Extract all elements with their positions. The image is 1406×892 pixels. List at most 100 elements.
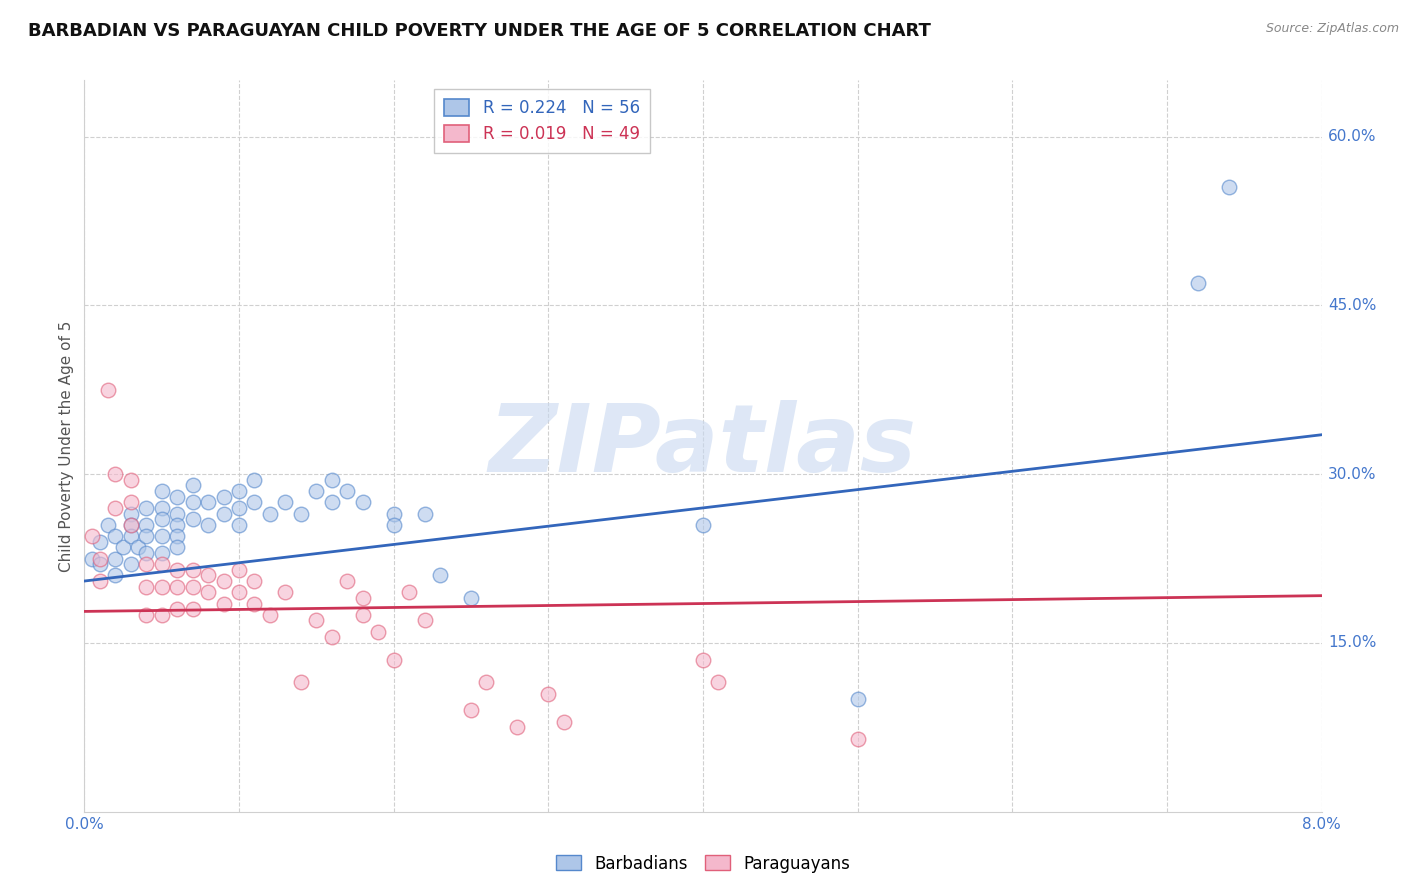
Point [460,703,482,717]
Text: 30.0%: 30.0% [1327,467,1376,482]
Point [212,574,235,588]
Point [89,534,111,549]
Text: BARBADIAN VS PARAGUAYAN CHILD POVERTY UNDER THE AGE OF 5 CORRELATION CHART: BARBADIAN VS PARAGUAYAN CHILD POVERTY UN… [28,22,931,40]
Point [228,585,250,599]
Point [274,585,297,599]
Legend: R = 0.224   N = 56, R = 0.019   N = 49: R = 0.224 N = 56, R = 0.019 N = 49 [434,88,650,153]
Point [120,495,142,509]
Point [120,473,142,487]
Point [212,507,235,521]
Point [475,675,498,690]
Point [352,591,374,605]
Point [104,467,127,482]
Point [150,607,173,622]
Point [243,597,266,611]
Point [150,546,173,560]
Point [290,675,312,690]
Point [120,507,142,521]
Point [135,546,157,560]
Point [150,483,173,498]
Point [1218,180,1240,194]
Point [382,517,405,532]
Point [181,563,204,577]
Point [228,500,250,515]
Point [413,614,436,628]
Point [166,563,188,577]
Point [96,517,118,532]
Point [506,720,529,734]
Point [274,495,297,509]
Point [120,557,142,571]
Point [120,517,142,532]
Point [1187,276,1209,290]
Text: ZIPatlas: ZIPatlas [489,400,917,492]
Point [707,675,730,690]
Point [181,495,204,509]
Point [382,507,405,521]
Point [89,551,111,566]
Point [352,607,374,622]
Point [460,591,482,605]
Point [166,580,188,594]
Point [197,568,219,582]
Point [150,512,173,526]
Point [228,483,250,498]
Point [243,574,266,588]
Point [228,517,250,532]
Point [166,529,188,543]
Point [166,541,188,555]
Point [135,580,157,594]
Point [181,478,204,492]
Point [135,529,157,543]
Text: Source: ZipAtlas.com: Source: ZipAtlas.com [1265,22,1399,36]
Text: 60.0%: 60.0% [1327,129,1376,144]
Point [150,500,173,515]
Point [429,568,451,582]
Point [104,568,127,582]
Point [89,557,111,571]
Point [104,551,127,566]
Point [321,495,343,509]
Point [537,687,560,701]
Point [336,483,359,498]
Point [212,597,235,611]
Point [104,529,127,543]
Point [135,517,157,532]
Point [89,574,111,588]
Point [135,607,157,622]
Point [166,490,188,504]
Point [82,551,104,566]
Point [305,614,328,628]
Point [846,731,869,746]
Point [150,529,173,543]
Point [197,517,219,532]
Point [96,383,118,397]
Point [692,517,714,532]
Point [846,692,869,706]
Point [135,557,157,571]
Point [82,529,104,543]
Point [398,585,420,599]
Point [352,495,374,509]
Point [181,580,204,594]
Point [321,630,343,644]
Point [120,529,142,543]
Point [382,653,405,667]
Point [228,563,250,577]
Point [553,714,575,729]
Point [127,541,149,555]
Point [259,507,281,521]
Point [321,473,343,487]
Point [336,574,359,588]
Point [197,495,219,509]
Point [166,517,188,532]
Legend: Barbadians, Paraguayans: Barbadians, Paraguayans [550,848,856,880]
Text: 15.0%: 15.0% [1327,635,1376,650]
Point [692,653,714,667]
Point [181,602,204,616]
Point [104,500,127,515]
Point [413,507,436,521]
Point [259,607,281,622]
Point [367,624,389,639]
Point [120,517,142,532]
